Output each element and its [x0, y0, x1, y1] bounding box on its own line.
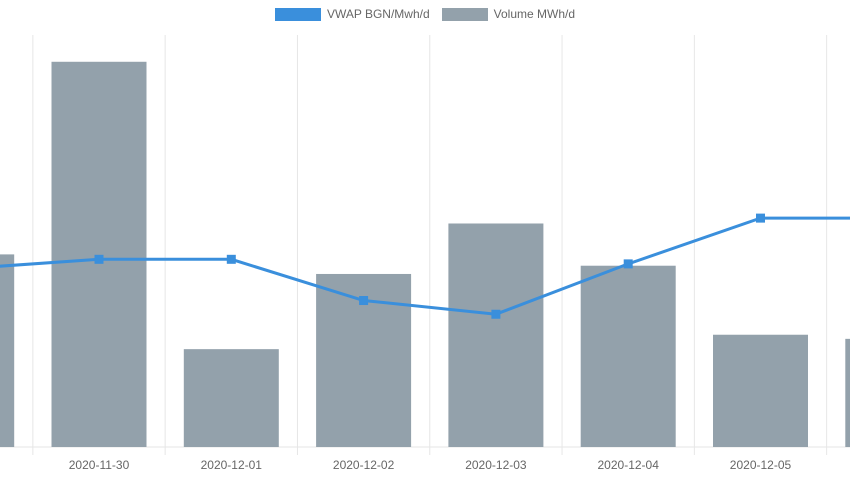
vwap-line [0, 216, 850, 316]
volume-bar [51, 61, 147, 447]
volume-bar [0, 254, 15, 447]
vwap-point [756, 213, 765, 223]
volume-bar [713, 334, 808, 447]
legend-item-volume[interactable]: Volume MWh/d [441, 7, 576, 21]
volume-bar [845, 338, 850, 447]
x-tick-label: 2020-12-05 [730, 458, 792, 472]
legend-swatch-volume [441, 7, 488, 21]
vwap-point [94, 254, 104, 264]
legend-swatch-vwap [274, 7, 321, 21]
volume-bar [448, 223, 544, 447]
x-tick-label: 2020-12-01 [201, 458, 263, 472]
volume-bar [183, 349, 279, 447]
x-tick-label: 2020-12-03 [465, 458, 527, 472]
vwap-point [491, 309, 501, 319]
x-tick-label: 2020-12-02 [333, 458, 395, 472]
legend-label-vwap: VWAP BGN/Mwh/d [326, 7, 430, 21]
x-tick-label: 2020-11-30 [69, 458, 130, 472]
vwap-point [623, 259, 633, 269]
legend-label-volume: Volume MWh/d [493, 7, 576, 21]
legend: VWAP BGN/Mwh/d Volume MWh/d [0, 7, 850, 21]
volume-bar [580, 265, 676, 447]
legend-item-vwap[interactable]: VWAP BGN/Mwh/d [274, 7, 430, 21]
vwap-point [226, 254, 236, 264]
vwap-point [359, 296, 369, 306]
x-tick-label: 2020-12-04 [598, 458, 660, 472]
